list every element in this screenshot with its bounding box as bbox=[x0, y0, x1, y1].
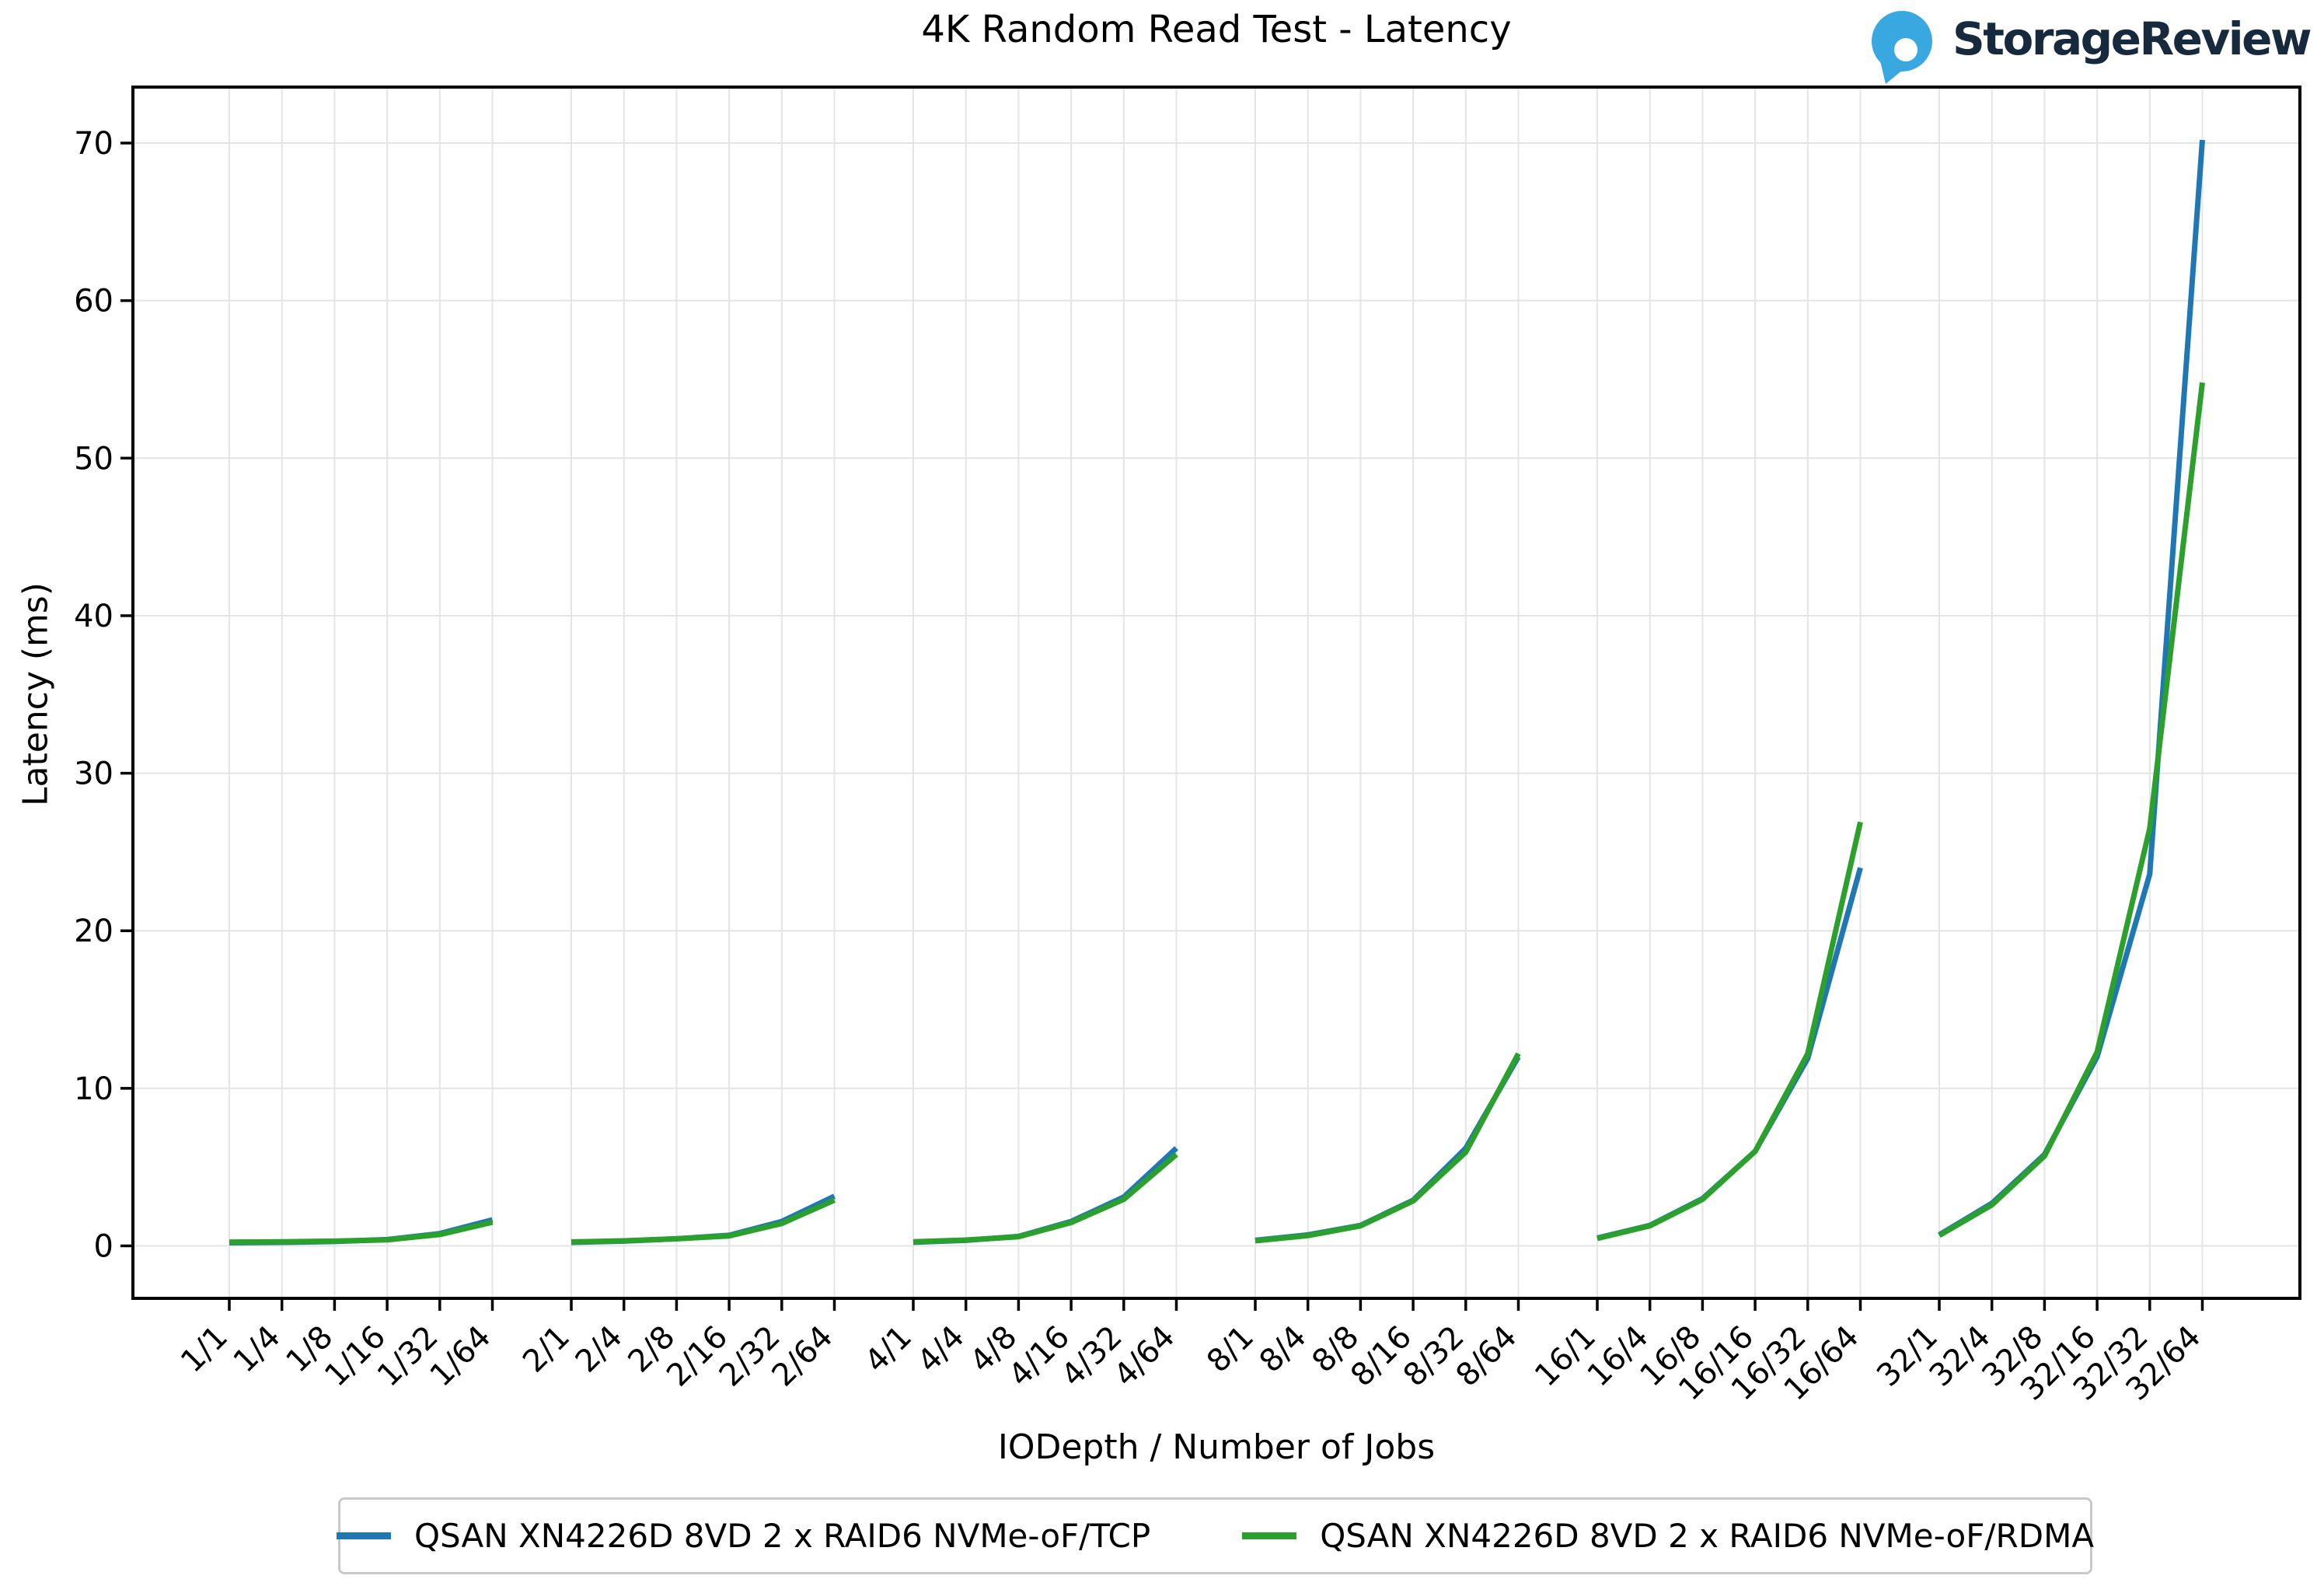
x-tick-label: 2/1 bbox=[516, 1319, 577, 1380]
chart-title: 4K Random Read Test - Latency bbox=[921, 8, 1512, 51]
y-tick-label: 60 bbox=[74, 284, 113, 320]
legend: QSAN XN4226D 8VD 2 x RAID6 NVMe-oF/TCP Q… bbox=[336, 1497, 2094, 1574]
legend-entry-tcp: QSAN XN4226D 8VD 2 x RAID6 NVMe-oF/TCP bbox=[336, 1517, 1151, 1555]
y-tick-label: 10 bbox=[74, 1071, 113, 1107]
x-tick-label: 8/64 bbox=[1450, 1319, 1524, 1394]
legend-swatch-rdma bbox=[1242, 1532, 1297, 1539]
x-tick-label: 8/32 bbox=[1397, 1319, 1471, 1394]
x-tick-label: 16/4 bbox=[1581, 1319, 1656, 1394]
x-tick-label: 4/1 bbox=[858, 1319, 919, 1380]
x-tick-label: 1/64 bbox=[424, 1319, 498, 1394]
legend-label-tcp: QSAN XN4226D 8VD 2 x RAID6 NVMe-oF/TCP bbox=[414, 1517, 1151, 1555]
y-axis-label: Latency (ms) bbox=[16, 582, 56, 807]
series-line-rdma bbox=[1596, 821, 1863, 1242]
y-tick-label: 0 bbox=[94, 1229, 113, 1265]
x-tick-label: 2/16 bbox=[660, 1319, 735, 1394]
y-tick-label: 50 bbox=[74, 441, 113, 477]
series-line-rdma bbox=[229, 1219, 494, 1245]
y-tick-label: 40 bbox=[74, 599, 113, 634]
x-tick-label: 8/16 bbox=[1344, 1319, 1418, 1394]
x-tick-label: 1/1 bbox=[174, 1319, 235, 1380]
logo-text: StorageReview bbox=[1952, 12, 2312, 65]
legend-entry-rdma: QSAN XN4226D 8VD 2 x RAID6 NVMe-oF/RDMA bbox=[1242, 1517, 2094, 1555]
x-tick-label: 2/64 bbox=[766, 1319, 840, 1394]
y-tick-label: 30 bbox=[74, 756, 113, 792]
series-line-rdma bbox=[571, 1197, 836, 1245]
x-tick-label: 32/4 bbox=[1923, 1319, 1998, 1394]
x-axis-label: IODepth / Number of Jobs bbox=[997, 1427, 1436, 1467]
series-line-rdma bbox=[1254, 1052, 1521, 1244]
x-tick-label: 1/4 bbox=[227, 1319, 288, 1380]
x-tick-label: 2/4 bbox=[569, 1319, 630, 1380]
y-tick-label: 20 bbox=[74, 914, 113, 949]
storagereview-pin-icon bbox=[1872, 11, 1932, 84]
legend-label-rdma: QSAN XN4226D 8VD 2 x RAID6 NVMe-oF/RDMA bbox=[1320, 1517, 2095, 1555]
x-tick-label: 8/1 bbox=[1200, 1319, 1261, 1380]
series-line-tcp bbox=[1938, 139, 2205, 1238]
series-line-tcp bbox=[1596, 867, 1863, 1241]
x-tick-label: 8/4 bbox=[1253, 1319, 1314, 1380]
x-tick-label: 4/64 bbox=[1108, 1319, 1182, 1394]
x-tick-label: 1/32 bbox=[371, 1319, 445, 1394]
y-tick-label: 70 bbox=[74, 126, 113, 162]
x-tick-label: 4/16 bbox=[1002, 1319, 1077, 1394]
x-tick-label: 4/32 bbox=[1055, 1319, 1129, 1394]
x-tick-label: 1/16 bbox=[318, 1319, 393, 1394]
x-tick-label: 4/4 bbox=[911, 1319, 972, 1380]
storagereview-logo: StorageReview bbox=[1865, 0, 2312, 86]
x-tick-label: 16/1 bbox=[1528, 1319, 1603, 1394]
series-line-rdma bbox=[1938, 382, 2205, 1238]
plot-border bbox=[131, 86, 2301, 1300]
series-line-rdma bbox=[913, 1152, 1178, 1245]
x-tick-label: 32/1 bbox=[1870, 1319, 1945, 1394]
legend-swatch-tcp bbox=[336, 1532, 391, 1539]
x-tick-label: 2/32 bbox=[713, 1319, 787, 1394]
